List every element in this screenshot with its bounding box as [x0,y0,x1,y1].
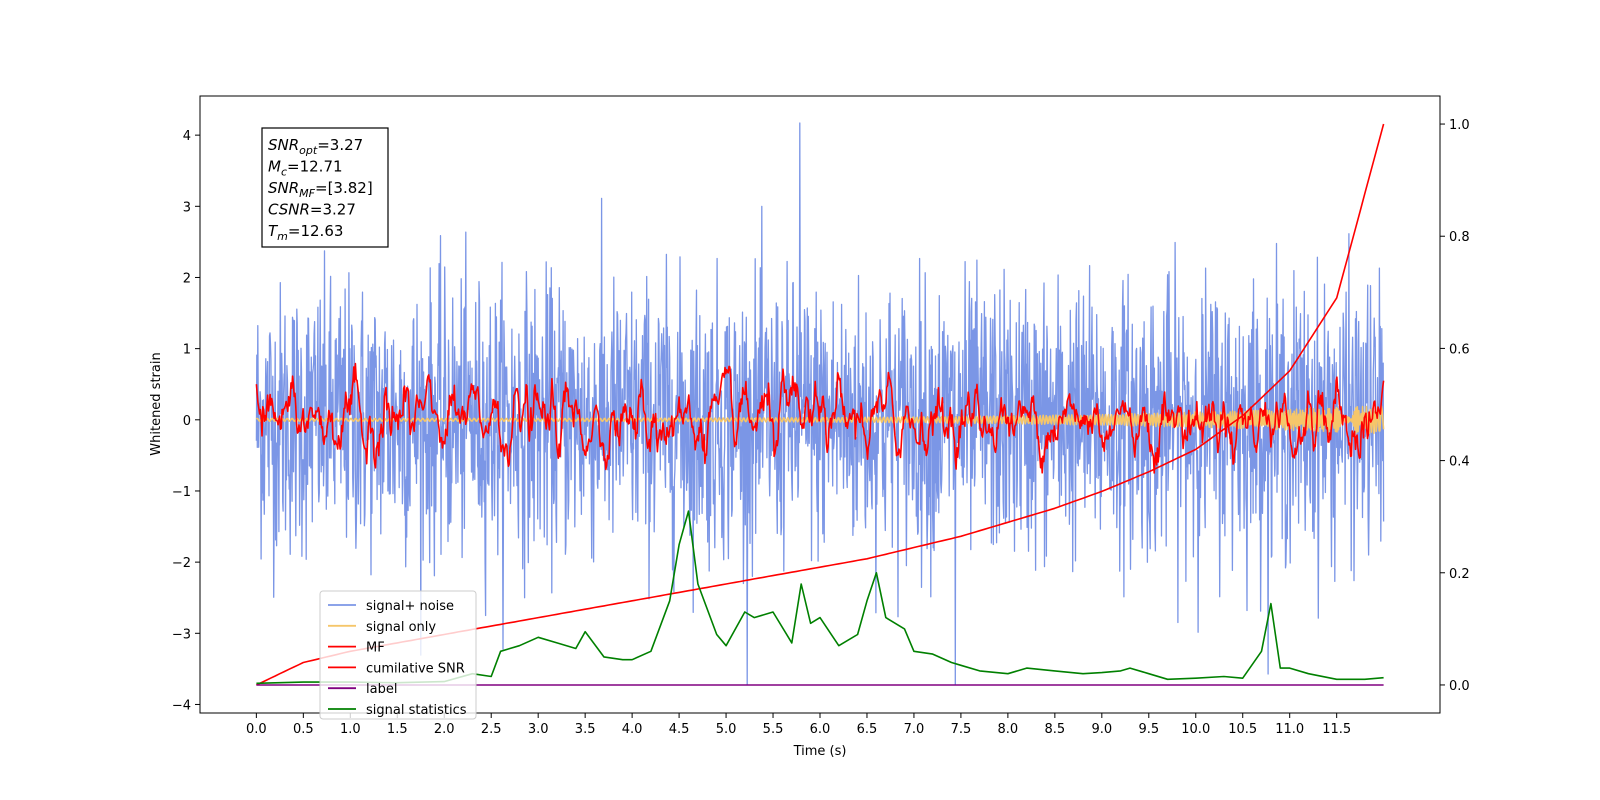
x-tick-label: 5.5 [763,722,784,737]
x-tick-label: 4.5 [669,722,690,737]
y-right-tick-label: 0.8 [1449,230,1470,245]
x-tick-label: 1.0 [340,722,361,737]
y-left-tick-label: 4 [183,129,191,144]
x-tick-label: 7.5 [951,722,972,737]
legend-label: signal statistics [366,703,467,718]
y-left-tick-label: −1 [172,485,191,500]
x-tick-label: 6.5 [857,722,878,737]
x-tick-label: 10.5 [1228,722,1257,737]
x-tick-label: 10.0 [1181,722,1210,737]
y-left-tick-label: 2 [183,271,191,286]
legend-label: signal only [366,620,436,635]
x-tick-label: 1.5 [387,722,408,737]
y-right-tick-label: 0.6 [1449,342,1470,357]
stat-line: Mc=12.71 [268,158,343,179]
legend-frame [319,590,477,720]
stats-box: SNRopt=3.27Mc=12.71SNRMF=[3.82]CSNR=3.27… [261,127,389,248]
y-left-tick-label: −4 [172,698,191,713]
y-axis-left: 4 3 2 1 0 −1 −2 −3 −4 [172,129,200,713]
y-left-tick-label: −2 [172,556,191,571]
x-tick-label: 11.0 [1275,722,1304,737]
x-tick-label: 0.5 [293,722,314,737]
y-left-tick-label: 1 [183,343,191,358]
x-tick-label: 9.5 [1138,722,1159,737]
x-tick-label: 3.5 [575,722,596,737]
series-signal-statistics-line [256,510,1384,685]
stat-line: SNRMF=[3.82] [268,179,373,200]
legend-label: signal+ noise [366,599,454,614]
legend-label: label [366,682,397,697]
x-axis-label: Time (s) [793,744,847,759]
y-right-tick-label: 0.2 [1449,567,1470,582]
x-tick-label: 9.0 [1091,722,1112,737]
x-tick-label: 3.0 [528,722,549,737]
legend-label: cumilative SNR [366,661,465,676]
legend-label: MF [366,641,385,656]
series-mf-line [255,362,1385,474]
y-right-tick-label: 0.4 [1449,455,1470,470]
series-signal-noise-line [255,122,1385,686]
y-right-tick-label: 1.0 [1449,118,1470,133]
legend: signal+ noise signal only MF cumilative SNR… [319,590,477,720]
x-tick-label: 5.0 [716,722,737,737]
y-left-tick-label: 0 [183,414,191,429]
x-tick-label: 2.0 [434,722,455,737]
stats-box-frame [261,127,389,248]
x-tick-label: 8.0 [998,722,1019,737]
x-tick-label: 2.5 [481,722,502,737]
y-axis-right: 1.0 0.8 0.6 0.4 0.2 0.0 [1440,118,1470,694]
y-right-tick-label: 0.0 [1449,679,1470,694]
x-tick-label: 11.5 [1322,722,1351,737]
x-tick-label: 4.0 [622,722,643,737]
x-tick-label: 8.5 [1045,722,1066,737]
x-axis: 0.0 0.5 1.0 1.5 2.0 2.5 3.0 3.5 4.0 4.5 5.0 5.5 6.0 6… [246,713,1351,737]
y-left-tick-label: −3 [172,627,191,642]
stat-line: Tm=12.63 [268,222,343,243]
y-left-tick-label: 3 [183,200,191,215]
stat-line: SNRopt=3.27 [268,136,363,157]
y-axis-label: Whitened strain [149,352,164,455]
x-tick-label: 0.0 [246,722,267,737]
x-tick-label: 7.0 [904,722,925,737]
x-tick-label: 6.0 [810,722,831,737]
stat-line: CSNR=3.27 [268,201,356,219]
